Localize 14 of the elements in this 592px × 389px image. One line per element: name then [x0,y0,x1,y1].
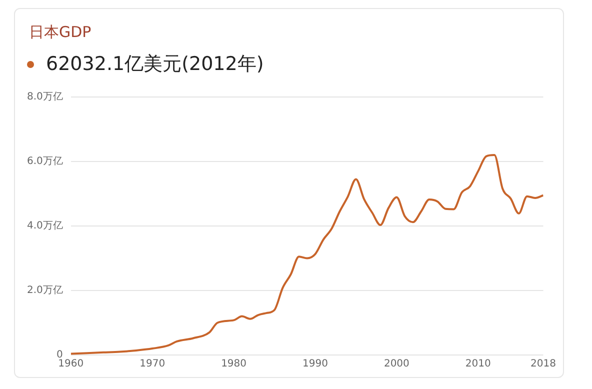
x-tick-label: 1960 [58,358,84,370]
y-tick-label: 2.0万亿 [26,285,63,296]
y-tick-label: 6.0万亿 [26,156,63,168]
chart-title: 日本GDP [29,23,92,42]
x-tick-label: 1970 [140,358,166,370]
y-tick-label: 4.0万亿 [26,220,63,232]
x-tick-label: 1990 [302,358,328,370]
x-tick-label: 1980 [221,358,247,370]
chart-subtitle: 62032.1亿美元(2012年) [46,52,264,77]
x-tick-label: 2000 [384,358,410,370]
x-tick-label: 2010 [465,358,491,370]
line-series [70,154,544,355]
x-tick-label: 2018 [530,358,556,370]
y-tick-label: 8.0万亿 [26,92,63,103]
